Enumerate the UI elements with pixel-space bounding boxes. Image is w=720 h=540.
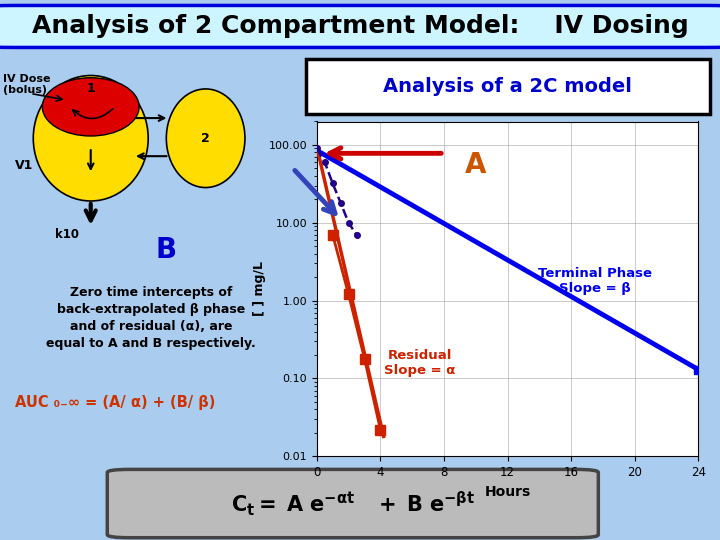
Text: k10: k10 (55, 228, 78, 241)
Text: Zero time intercepts of
back-extrapolated β phase
and of residual (α), are
equal: Zero time intercepts of back-extrapolate… (46, 286, 256, 349)
Text: 1: 1 (86, 83, 95, 96)
Ellipse shape (166, 89, 245, 187)
Text: V1: V1 (15, 159, 33, 172)
Text: A: A (465, 151, 487, 179)
Text: 2: 2 (202, 132, 210, 145)
Text: Analysis of a 2C model: Analysis of a 2C model (383, 77, 632, 96)
Text: Residual
Slope = α: Residual Slope = α (384, 348, 456, 376)
Text: AUC ₀₋∞ = (A/ α) + (B/ β): AUC ₀₋∞ = (A/ α) + (B/ β) (15, 395, 215, 410)
Text: B: B (156, 237, 177, 264)
Text: $\mathbf{C_t = \ A \ e^{-\alpha t} \quad + \ B \ e^{-\beta t}}$: $\mathbf{C_t = \ A \ e^{-\alpha t} \quad… (231, 489, 474, 518)
Ellipse shape (42, 78, 139, 136)
Text: IV Dose
(bolus): IV Dose (bolus) (3, 73, 50, 95)
Ellipse shape (33, 76, 148, 201)
X-axis label: Hours: Hours (485, 484, 531, 498)
FancyBboxPatch shape (0, 5, 720, 48)
Y-axis label: [ ] mg/L: [ ] mg/L (253, 261, 266, 316)
FancyBboxPatch shape (107, 469, 598, 538)
Text: Terminal Phase
Slope = β: Terminal Phase Slope = β (538, 267, 652, 295)
Text: Analysis of 2 Compartment Model:    IV Dosing: Analysis of 2 Compartment Model: IV Dosi… (32, 15, 688, 38)
FancyBboxPatch shape (306, 59, 709, 114)
